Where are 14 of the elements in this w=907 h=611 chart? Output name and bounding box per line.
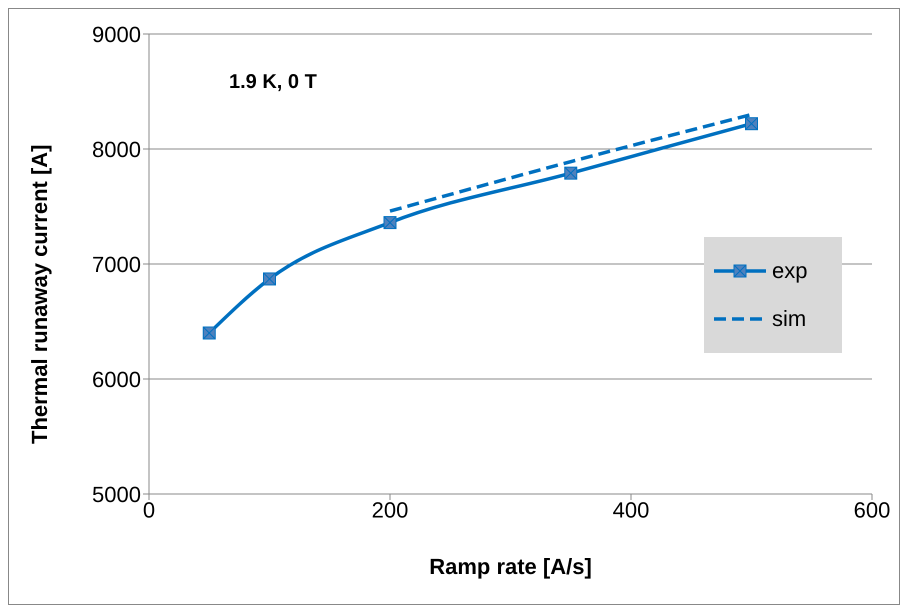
legend-label: exp bbox=[772, 258, 808, 284]
y-tick-label: 6000 bbox=[92, 366, 141, 392]
y-tick-label: 5000 bbox=[92, 482, 141, 507]
x-tick-label: 400 bbox=[612, 498, 650, 523]
x-tick-label: 600 bbox=[854, 498, 890, 523]
y-tick-label: 7000 bbox=[92, 252, 141, 277]
x-axis-title: Ramp rate [A/s] bbox=[429, 554, 592, 579]
y-tick-label: 9000 bbox=[92, 22, 141, 47]
x-tick-label: 0 bbox=[142, 498, 156, 523]
legend-label: sim bbox=[772, 306, 806, 332]
y-axis-title: Thermal runaway current [A] bbox=[26, 144, 52, 444]
x-tick-label: 200 bbox=[372, 498, 408, 523]
annotation: 1.9 K, 0 T bbox=[229, 71, 317, 94]
y-tick-label: 8000 bbox=[92, 136, 141, 162]
